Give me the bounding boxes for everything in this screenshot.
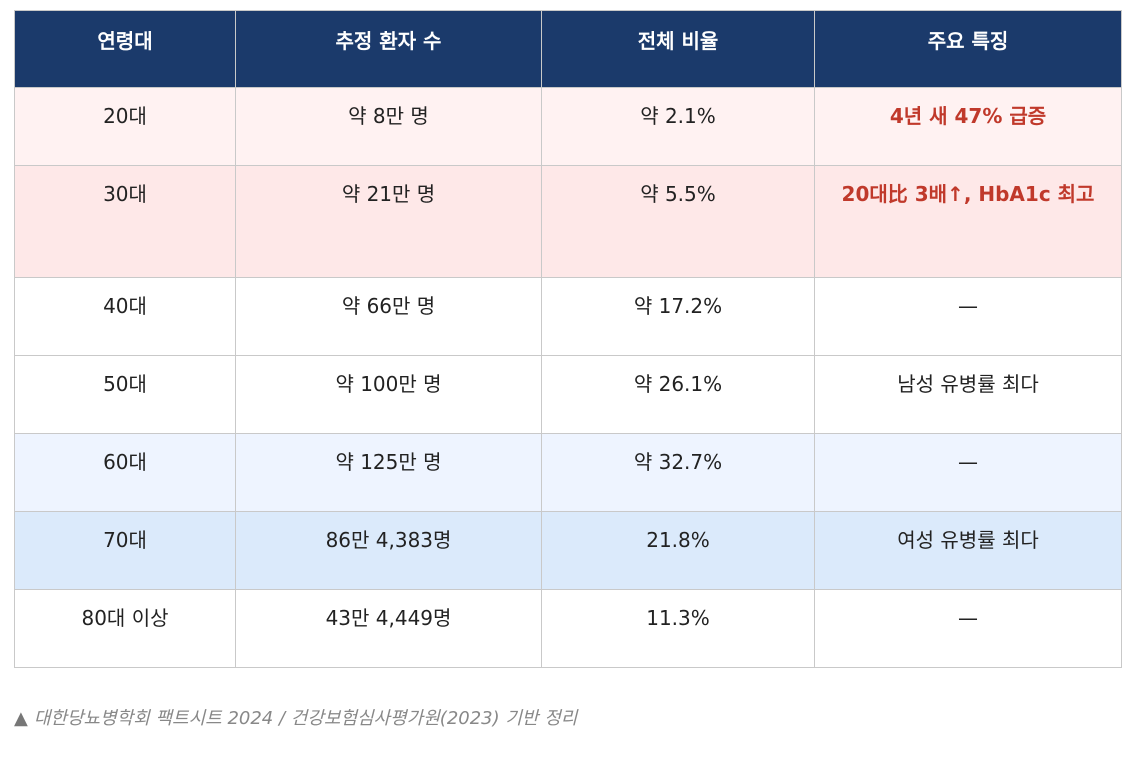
cell-ratio: 11.3% <box>541 589 815 668</box>
cell-age-group: 40대 <box>14 277 236 356</box>
table-row: 70대 86만 4,383명 21.8% 여성 유병률 최다 <box>14 511 1122 590</box>
header-key-features: 주요 특징 <box>814 10 1122 88</box>
cell-patients: 86만 4,383명 <box>235 511 542 590</box>
cell-age-group: 50대 <box>14 355 236 434</box>
cell-patients: 약 8만 명 <box>235 87 542 166</box>
table-row: 50대 약 100만 명 약 26.1% 남성 유병률 최다 <box>14 355 1122 434</box>
cell-feature: 4년 새 47% 급증 <box>814 87 1122 166</box>
cell-ratio: 약 17.2% <box>541 277 815 356</box>
cell-age-group: 60대 <box>14 433 236 512</box>
cell-age-group: 80대 이상 <box>14 589 236 668</box>
cell-ratio: 약 26.1% <box>541 355 815 434</box>
header-age-group: 연령대 <box>14 10 236 88</box>
table-row: 80대 이상 43만 4,449명 11.3% — <box>14 589 1122 668</box>
header-estimated-patients: 추정 환자 수 <box>235 10 542 88</box>
table-row: 30대 약 21만 명 약 5.5% 20대比 3배↑, HbA1c 최고 <box>14 165 1122 278</box>
age-statistics-table: 연령대 추정 환자 수 전체 비율 주요 특징 20대 약 8만 명 약 2.1… <box>14 10 1122 668</box>
cell-feature: 20대比 3배↑, HbA1c 최고 <box>814 165 1122 278</box>
cell-feature: — <box>814 433 1122 512</box>
cell-ratio: 약 32.7% <box>541 433 815 512</box>
cell-feature: — <box>814 277 1122 356</box>
cell-feature: 남성 유병률 최다 <box>814 355 1122 434</box>
table-header-row: 연령대 추정 환자 수 전체 비율 주요 특징 <box>14 10 1122 88</box>
source-caption: ▲ 대한당뇨병학회 팩트시트 2024 / 건강보험심사평가원(2023) 기반 … <box>14 704 577 730</box>
triangle-marker-icon: ▲ <box>14 708 28 729</box>
cell-patients: 43만 4,449명 <box>235 589 542 668</box>
header-total-ratio: 전체 비율 <box>541 10 815 88</box>
cell-ratio: 약 5.5% <box>541 165 815 278</box>
cell-patients: 약 125만 명 <box>235 433 542 512</box>
cell-patients: 약 21만 명 <box>235 165 542 278</box>
cell-age-group: 20대 <box>14 87 236 166</box>
cell-ratio: 21.8% <box>541 511 815 590</box>
cell-ratio: 약 2.1% <box>541 87 815 166</box>
table-row: 40대 약 66만 명 약 17.2% — <box>14 277 1122 356</box>
table-row: 60대 약 125만 명 약 32.7% — <box>14 433 1122 512</box>
cell-patients: 약 66만 명 <box>235 277 542 356</box>
cell-patients: 약 100만 명 <box>235 355 542 434</box>
cell-feature: — <box>814 589 1122 668</box>
cell-age-group: 30대 <box>14 165 236 278</box>
cell-feature: 여성 유병률 최다 <box>814 511 1122 590</box>
table-row: 20대 약 8만 명 약 2.1% 4년 새 47% 급증 <box>14 87 1122 166</box>
source-caption-text: 대한당뇨병학회 팩트시트 2024 / 건강보험심사평가원(2023) 기반 정… <box>33 708 578 729</box>
cell-age-group: 70대 <box>14 511 236 590</box>
